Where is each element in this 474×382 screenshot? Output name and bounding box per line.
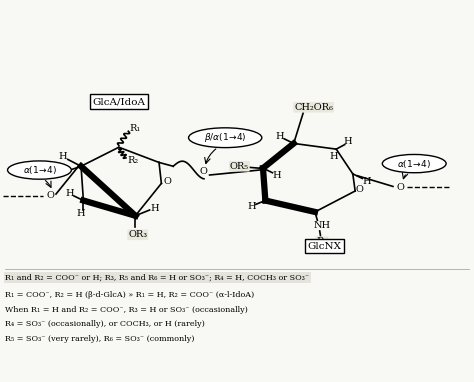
- Text: $\beta/\alpha(1\!\rightarrow\!4)$: $\beta/\alpha(1\!\rightarrow\!4)$: [204, 131, 246, 144]
- Text: GlcA/IdoA: GlcA/IdoA: [92, 97, 146, 106]
- Text: O: O: [356, 185, 364, 194]
- Text: O: O: [163, 177, 171, 186]
- Ellipse shape: [8, 161, 72, 179]
- Text: $\alpha(1\!\rightarrow\!4)$: $\alpha(1\!\rightarrow\!4)$: [397, 158, 431, 170]
- Text: H: H: [344, 137, 352, 146]
- Text: H: H: [66, 189, 74, 198]
- Text: CH₂OR₆: CH₂OR₆: [294, 103, 333, 112]
- Text: H: H: [275, 132, 284, 141]
- Ellipse shape: [189, 128, 262, 147]
- Text: OH: OH: [49, 169, 66, 178]
- Text: R₄ = SO₃⁻ (occasionally), or COCH₃, or H (rarely): R₄ = SO₃⁻ (occasionally), or COCH₃, or H…: [5, 320, 205, 328]
- Text: R₁ and R₂ = COO⁻ or H; R₃, R₅ and R₆ = H or SO₃⁻; R₄ = H, COCH₃ or SO₃⁻: R₁ and R₂ = COO⁻ or H; R₃, R₅ and R₆ = H…: [5, 274, 310, 282]
- Text: H: H: [329, 152, 338, 161]
- Text: O: O: [396, 183, 404, 192]
- Text: H: H: [363, 177, 371, 186]
- Text: When R₁ = H and R₂ = COO⁻, R₃ = H or SO₃⁻ (occasionally): When R₁ = H and R₂ = COO⁻, R₃ = H or SO₃…: [5, 306, 248, 314]
- Text: OR₃: OR₃: [128, 230, 147, 239]
- Text: NH: NH: [313, 221, 331, 230]
- Text: H: H: [248, 202, 256, 211]
- Text: OR₅: OR₅: [230, 162, 249, 171]
- Text: H: H: [150, 204, 159, 213]
- Text: R₄: R₄: [317, 237, 328, 246]
- Text: R₅ = SO₃⁻ (very rarely), R₆ = SO₃⁻ (commonly): R₅ = SO₃⁻ (very rarely), R₆ = SO₃⁻ (comm…: [5, 335, 195, 343]
- Text: R₁: R₁: [130, 124, 141, 133]
- Text: R₁ = COO⁻, R₂ = H (β-d-GlcA) » R₁ = H, R₂ = COO⁻ (α-l-IdoA): R₁ = COO⁻, R₂ = H (β-d-GlcA) » R₁ = H, R…: [5, 291, 255, 298]
- Text: H: H: [77, 209, 85, 219]
- Text: H: H: [59, 152, 67, 161]
- Text: R₂: R₂: [128, 156, 138, 165]
- Text: $\alpha(1\!\rightarrow\!4)$: $\alpha(1\!\rightarrow\!4)$: [23, 164, 56, 176]
- Ellipse shape: [383, 154, 446, 173]
- Text: O: O: [46, 191, 54, 200]
- Text: O: O: [200, 167, 208, 176]
- Text: GlcNX: GlcNX: [308, 242, 341, 251]
- Text: H: H: [272, 170, 281, 180]
